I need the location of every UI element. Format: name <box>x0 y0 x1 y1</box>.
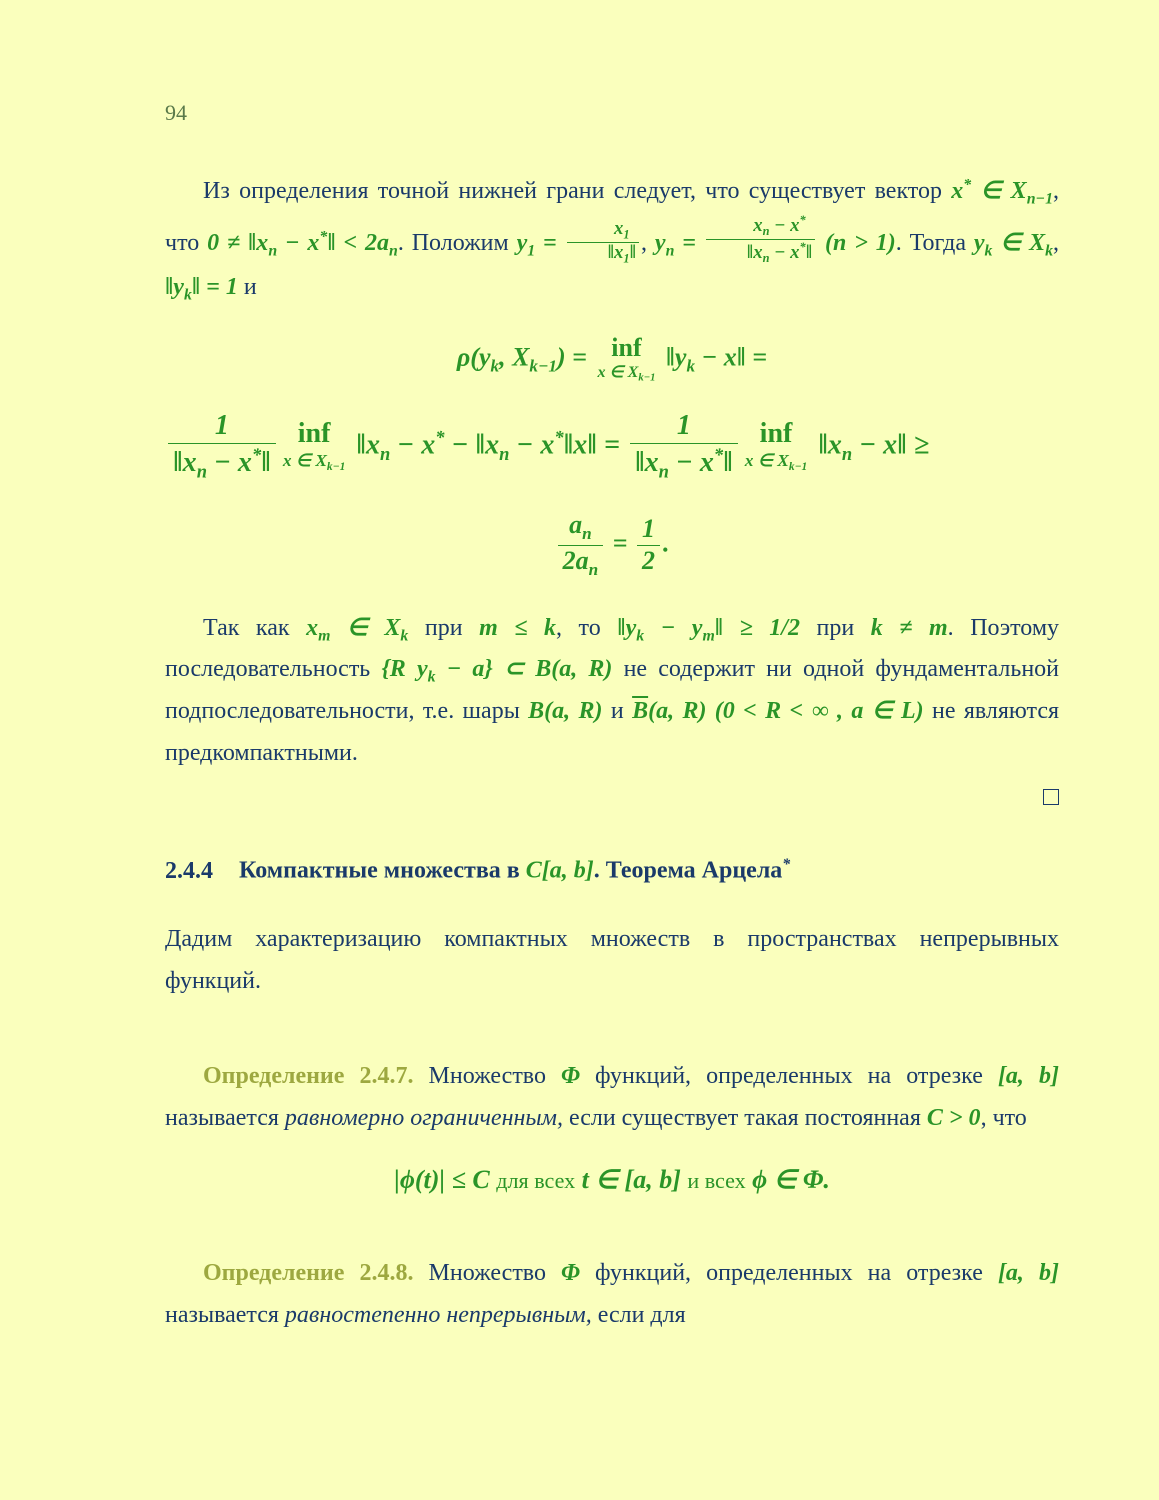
page: 94 Из определения точной нижней грани сл… <box>0 0 1159 1500</box>
math: m ≤ k <box>479 615 556 641</box>
math: ‖yk‖ = 1 <box>165 274 238 300</box>
text: , то <box>556 615 617 641</box>
equation-1: ρ(yk, Xk−1) = infx ∈ Xk−1 ‖yk − x‖ = <box>165 335 1059 384</box>
math: [a, b] <box>998 1260 1059 1286</box>
section-title-sup: * <box>782 856 790 873</box>
paragraph-1: Из определения точной нижней грани следу… <box>165 171 1059 309</box>
text: Так как <box>203 615 306 641</box>
paragraph-2: Так как xm ∈ Xk при m ≤ k, то ‖yk − ym‖ … <box>165 608 1059 775</box>
math: y1 = x1‖x1‖ <box>517 230 641 256</box>
section-title-text: . Теорема Арцела <box>594 858 783 884</box>
math: ‖yk − ym‖ ≥ 1/2 <box>617 615 800 641</box>
text: если существует такая постоянная <box>563 1105 927 1131</box>
text: , <box>1053 230 1059 256</box>
text: функций, определенных на отрезке <box>580 1063 998 1089</box>
text: Множество <box>413 1063 561 1089</box>
math: yk ∈ Xk <box>974 230 1053 256</box>
equation-2: 1‖xn − x*‖infx ∈ Xk−1 ‖xn − x* − ‖xn − x… <box>0 410 1159 484</box>
text: если для <box>592 1302 686 1328</box>
page-number: 94 <box>165 100 1059 126</box>
math: 0 ≠ ‖xn − x*‖ < 2an <box>207 230 398 256</box>
text: . Тогда <box>896 230 974 256</box>
math: [a, b] <box>998 1063 1059 1089</box>
term: равностепенно непрерывным, <box>285 1302 592 1328</box>
math: xm ∈ Xk <box>306 615 408 641</box>
definition-label: Определение 2.4.7. <box>203 1063 413 1089</box>
definition-2-4-8: Определение 2.4.8. Множество Φ функций, … <box>165 1253 1059 1336</box>
math: yn = xn − x*‖xn − x*‖ (n > 1) <box>655 230 896 256</box>
equation-3: an2an = 12. <box>165 510 1059 581</box>
text: функций, определенных на отрезке <box>580 1260 998 1286</box>
equation-4: |ϕ(t)| ≤ C для всех t ∈ [a, b] и всех ϕ … <box>165 1165 1059 1195</box>
section-title-text: Компактные множества в <box>239 858 526 884</box>
text: при <box>800 615 871 641</box>
section-heading-2-4-4: 2.4.4 Компактные множества в C[a, b]. Тео… <box>165 856 1059 885</box>
definition-2-4-7: Определение 2.4.7. Множество Φ функций, … <box>165 1056 1059 1139</box>
qed-icon <box>1043 789 1059 805</box>
text: Из определения точной нижней грани следу… <box>203 178 951 204</box>
paragraph-3: Дадим характеризацию компактных множеств… <box>165 919 1059 1002</box>
text: называется <box>165 1302 285 1328</box>
text: и <box>238 274 257 300</box>
math: C > 0 <box>927 1105 981 1131</box>
definition-label: Определение 2.4.8. <box>203 1260 413 1286</box>
math: Φ <box>561 1063 580 1089</box>
section-title-math: C[a, b] <box>526 858 594 884</box>
section-number: 2.4.4 <box>165 858 213 885</box>
math: B(a, R) <box>528 698 602 724</box>
math: B(a, R) (0 < R < ∞ , a ∈ L) <box>632 698 924 724</box>
text: , что <box>981 1105 1027 1131</box>
text: Множество <box>413 1260 561 1286</box>
text: называется <box>165 1105 285 1131</box>
qed-row <box>165 788 1059 804</box>
math: x* ∈ Xn−1 <box>951 178 1053 204</box>
text: при <box>408 615 479 641</box>
text: и <box>603 698 633 724</box>
math: k ≠ m <box>871 615 948 641</box>
text: , <box>641 230 655 256</box>
math: Φ <box>561 1260 580 1286</box>
text: . Положим <box>398 230 517 256</box>
term: равномерно ограниченным, <box>285 1105 563 1131</box>
math: {R yk − a} ⊂ B(a, R) <box>381 656 612 682</box>
